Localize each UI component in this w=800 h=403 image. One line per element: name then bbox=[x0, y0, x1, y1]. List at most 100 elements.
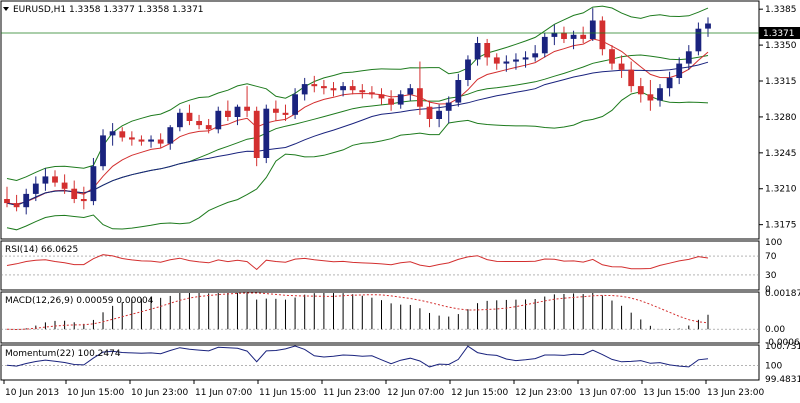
candle-body bbox=[100, 135, 106, 167]
candle-body bbox=[4, 199, 10, 204]
candle-body bbox=[138, 139, 145, 142]
candle-body bbox=[570, 34, 577, 39]
candle-body bbox=[359, 90, 366, 93]
candles-group bbox=[4, 8, 711, 215]
price-tick-label: 1.3210 bbox=[765, 185, 797, 195]
candle-body bbox=[436, 110, 442, 119]
candle-body bbox=[61, 182, 68, 189]
candle-body bbox=[263, 108, 270, 158]
candle-body bbox=[676, 63, 683, 78]
candle-body bbox=[71, 188, 78, 199]
time-tick-label: 12 Jun 15:00 bbox=[451, 388, 508, 398]
candle-body bbox=[330, 88, 337, 91]
candle-body bbox=[253, 110, 260, 158]
candle-body bbox=[157, 139, 164, 144]
time-axis: 10 Jun 2013 10 Jun 15:00 10 Jun 23:00 11 Ju… bbox=[3, 380, 764, 398]
candle-body bbox=[426, 106, 433, 119]
candle-body bbox=[90, 166, 97, 202]
candle-body bbox=[484, 43, 491, 58]
macd-tick-label: 0.00187 bbox=[765, 289, 800, 299]
time-tick-label: 13 Jun 07:00 bbox=[579, 388, 636, 398]
candle-body bbox=[637, 86, 644, 95]
candle-body bbox=[225, 110, 231, 117]
time-tick-label: 11 Jun 23:00 bbox=[323, 388, 380, 398]
bollinger-upper-line bbox=[6, 5, 709, 182]
time-tick-label: 10 Jun 23:00 bbox=[131, 388, 188, 398]
candle-body bbox=[589, 20, 596, 39]
candle-body bbox=[129, 137, 135, 140]
candle-body bbox=[561, 32, 567, 39]
candle-body bbox=[397, 94, 404, 105]
candle-body bbox=[177, 112, 183, 128]
current-price-badge bbox=[759, 27, 800, 39]
candle-body bbox=[465, 59, 471, 80]
time-tick-label: 13 Jun 23:00 bbox=[707, 388, 764, 398]
time-tick-label: 12 Jun 07:00 bbox=[387, 388, 444, 398]
candle-body bbox=[292, 94, 298, 115]
time-tick-label: 12 Jun 23:00 bbox=[515, 388, 572, 398]
candle-body bbox=[273, 108, 279, 113]
momentum-tick-label: 100.7315 bbox=[765, 342, 800, 352]
price-tick-label: 1.3280 bbox=[765, 113, 797, 123]
candle-body bbox=[628, 69, 635, 87]
candle-body bbox=[551, 32, 558, 37]
candle-body bbox=[349, 86, 356, 91]
macd-panel-frame bbox=[0, 291, 760, 344]
time-tick-label: 11 Jun 07:00 bbox=[195, 388, 252, 398]
candle-body bbox=[215, 110, 222, 130]
price-tick-label: 1.3350 bbox=[765, 41, 797, 51]
candle-body bbox=[474, 43, 481, 60]
candle-body bbox=[42, 176, 49, 184]
candle-body bbox=[705, 23, 711, 29]
candle-body bbox=[513, 59, 519, 62]
candle-body bbox=[685, 51, 692, 64]
candle-body bbox=[666, 77, 673, 89]
current-price-label: 1.3371 bbox=[763, 29, 795, 39]
time-tick-label: 13 Jun 15:00 bbox=[643, 388, 700, 398]
price-tick-label: 1.3315 bbox=[765, 77, 797, 87]
candle-body bbox=[23, 193, 30, 208]
candle-body bbox=[618, 63, 625, 70]
rsi-panel-frame bbox=[0, 240, 760, 291]
bollinger-lower-line bbox=[6, 91, 709, 231]
candle-body bbox=[186, 112, 193, 121]
rsi-line bbox=[6, 254, 709, 271]
macd-tick-label: 0.00 bbox=[765, 325, 785, 335]
momentum-tick-label: 99.4831 bbox=[765, 375, 800, 385]
candle-body bbox=[234, 106, 241, 117]
time-tick-label: 11 Jun 15:00 bbox=[259, 388, 316, 398]
candle-body bbox=[196, 121, 202, 126]
candle-body bbox=[522, 57, 529, 60]
rsi-lines bbox=[1, 254, 759, 276]
candle-body bbox=[695, 28, 702, 52]
macd-lines bbox=[1, 292, 759, 331]
candle-body bbox=[417, 88, 423, 107]
candle-body bbox=[503, 61, 510, 64]
candle-body bbox=[580, 34, 587, 39]
time-tick-label: 10 Jun 15:00 bbox=[67, 388, 124, 398]
candle-body bbox=[599, 20, 606, 50]
momentum-title: Momentum(22) 100.2474 bbox=[5, 349, 121, 359]
symbol-dropdown-icon[interactable] bbox=[3, 7, 9, 11]
rsi-tick-label: 0 bbox=[765, 285, 771, 295]
momentum-tick-label: 100 bbox=[765, 361, 782, 371]
rsi-tick-label: 70 bbox=[765, 252, 777, 262]
candle-body bbox=[647, 94, 654, 101]
candle-body bbox=[32, 183, 39, 194]
macd-title: MACD(12,26,9) 0.00059 0.00004 bbox=[5, 296, 154, 306]
candle-body bbox=[609, 49, 615, 64]
candle-body bbox=[244, 106, 250, 111]
candle-body bbox=[493, 57, 500, 64]
rsi-tick-label: 30 bbox=[765, 271, 777, 281]
candle-body bbox=[109, 131, 116, 136]
candle-body bbox=[388, 98, 394, 105]
time-tick-label: 10 Jun 2013 bbox=[5, 388, 59, 398]
candle-body bbox=[340, 86, 346, 91]
ma-fast-line bbox=[6, 38, 709, 205]
candle-body bbox=[541, 36, 548, 54]
main-title: EURUSD,H1 1.3358 1.3377 1.3358 1.3371 bbox=[13, 5, 204, 15]
candle-body bbox=[148, 139, 154, 142]
momentum-panel-frame bbox=[0, 344, 760, 381]
